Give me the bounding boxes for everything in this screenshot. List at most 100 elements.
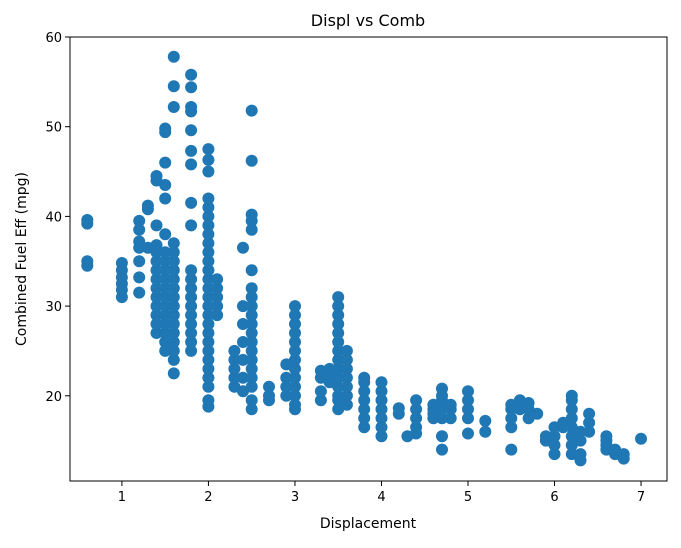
data-point xyxy=(436,382,448,395)
data-point xyxy=(167,309,180,322)
data-point xyxy=(159,291,172,304)
data-point xyxy=(150,327,163,339)
data-point xyxy=(245,336,258,348)
data-point xyxy=(289,353,301,366)
x-tick-label: 3 xyxy=(291,490,299,505)
data-point xyxy=(263,380,275,393)
data-point xyxy=(410,403,423,416)
data-point xyxy=(167,291,180,304)
data-point xyxy=(202,282,215,295)
data-point xyxy=(159,122,172,135)
data-point xyxy=(280,371,293,384)
data-point xyxy=(245,371,258,384)
data-point xyxy=(133,271,146,284)
data-point xyxy=(185,291,198,304)
data-point xyxy=(237,300,249,313)
data-point xyxy=(167,344,180,357)
data-point xyxy=(323,362,336,375)
data-point xyxy=(289,336,301,348)
data-point xyxy=(375,412,388,425)
data-point xyxy=(159,179,172,191)
data-point xyxy=(289,380,301,393)
data-point xyxy=(340,398,353,411)
data-point xyxy=(410,421,423,434)
data-point xyxy=(202,153,215,166)
data-point xyxy=(185,273,198,286)
data-point xyxy=(202,143,215,156)
data-point xyxy=(202,264,215,277)
data-point xyxy=(479,425,492,438)
data-point xyxy=(245,318,258,330)
data-point xyxy=(245,104,258,117)
data-point xyxy=(159,228,172,241)
data-point xyxy=(167,246,180,259)
y-tick-label: 40 xyxy=(45,210,62,225)
data-point xyxy=(150,219,163,232)
data-point xyxy=(167,255,180,268)
data-point xyxy=(115,257,128,269)
y-axis: 20 30 40 50 60 xyxy=(45,31,70,405)
data-point xyxy=(185,300,198,313)
data-point xyxy=(202,228,215,241)
x-axis: 1 2 3 4 5 6 7 xyxy=(118,481,645,505)
data-point xyxy=(211,282,224,295)
data-point xyxy=(159,264,172,277)
data-point xyxy=(202,291,215,304)
data-point xyxy=(280,389,293,402)
y-tick-label: 20 xyxy=(45,390,62,405)
data-point xyxy=(185,144,198,157)
data-point xyxy=(583,407,596,420)
data-point xyxy=(202,237,215,250)
data-point xyxy=(358,403,371,416)
data-point xyxy=(245,327,258,339)
data-point xyxy=(202,371,215,384)
data-point xyxy=(332,300,345,313)
data-point xyxy=(332,362,345,375)
data-point xyxy=(133,255,146,268)
data-point xyxy=(289,344,301,357)
data-point xyxy=(245,208,258,221)
data-point xyxy=(505,443,518,456)
data-point xyxy=(202,353,215,366)
data-point xyxy=(332,327,345,339)
data-point xyxy=(185,219,198,232)
data-point xyxy=(167,300,180,313)
data-point xyxy=(505,421,518,434)
data-point xyxy=(159,344,172,357)
data-point xyxy=(289,389,301,402)
data-point xyxy=(245,380,258,393)
data-point xyxy=(237,318,249,330)
data-point xyxy=(237,241,249,254)
data-point xyxy=(228,362,241,375)
data-point xyxy=(479,414,492,427)
data-point xyxy=(159,327,172,339)
data-point xyxy=(150,318,163,330)
data-point xyxy=(245,264,258,277)
data-point xyxy=(280,380,293,393)
data-point xyxy=(228,344,241,357)
data-point xyxy=(245,223,258,236)
data-point xyxy=(141,199,154,212)
data-point xyxy=(202,344,215,357)
data-point xyxy=(462,412,474,425)
data-point xyxy=(202,201,215,214)
data-point xyxy=(211,291,224,304)
data-point xyxy=(245,362,258,375)
data-point xyxy=(410,412,423,425)
data-point xyxy=(375,403,388,416)
x-tick-label: 4 xyxy=(377,490,385,505)
data-point xyxy=(245,282,258,295)
data-point xyxy=(410,394,423,407)
x-tick-label: 1 xyxy=(118,490,126,505)
data-point xyxy=(185,68,198,81)
data-point xyxy=(375,385,388,398)
data-point xyxy=(159,273,172,286)
data-point xyxy=(340,362,353,375)
data-point xyxy=(565,412,578,425)
data-point xyxy=(340,389,353,402)
data-point xyxy=(600,430,613,443)
data-point xyxy=(245,403,258,416)
data-point xyxy=(289,318,301,330)
data-point xyxy=(332,389,345,402)
